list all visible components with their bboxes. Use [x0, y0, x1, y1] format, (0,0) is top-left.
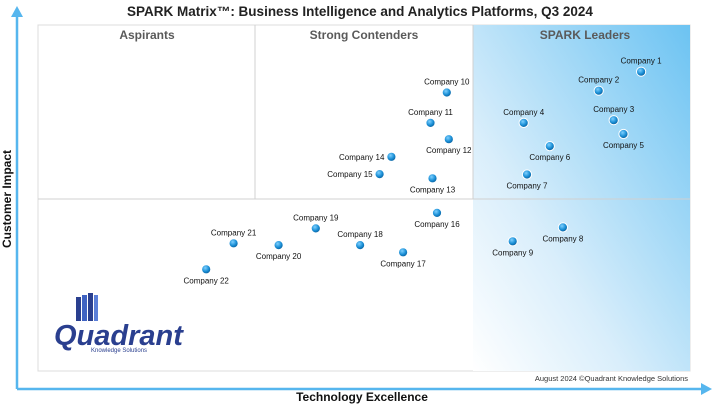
data-point-label: Company 22 [184, 276, 230, 285]
data-point-marker [355, 240, 366, 251]
x-axis-arrowhead [701, 383, 712, 395]
data-point-marker [386, 151, 397, 162]
data-point-marker [398, 247, 409, 258]
data-point-13: Company 13 [410, 173, 456, 194]
data-point-label: Company 16 [414, 220, 460, 229]
data-point-2: Company 2 [578, 76, 620, 96]
data-point-label: Company 21 [211, 228, 257, 237]
book-icon [76, 293, 98, 321]
data-point-marker [310, 223, 321, 234]
logo-wordmark: Quadrant [54, 320, 184, 352]
data-point-marker [593, 85, 604, 96]
data-point-marker [228, 238, 239, 249]
data-point-marker [201, 264, 212, 275]
logo-subtitle: Knowledge Solutions [91, 348, 147, 354]
data-point-3: Company 3 [593, 105, 635, 126]
data-point-5: Company 5 [603, 128, 645, 150]
data-point-marker [507, 236, 518, 247]
data-point-label: Company 10 [424, 78, 470, 87]
data-point-11: Company 11 [408, 108, 453, 129]
data-point-marker [425, 117, 436, 129]
data-point-label: Company 11 [408, 108, 453, 117]
data-point-12: Company 12 [426, 134, 472, 155]
data-point-label: Company 15 [327, 170, 373, 179]
data-point-18: Company 18 [337, 230, 383, 251]
data-point-20: Company 20 [256, 240, 302, 261]
data-points: Company 1 Company 2 Company 3 Company 4 Comp… [184, 57, 663, 286]
data-point-label: Company 6 [529, 153, 570, 162]
data-point-4: Company 4 [503, 108, 545, 129]
data-point-marker [431, 207, 443, 218]
data-point-label: Company 9 [492, 248, 533, 257]
data-point-15: Company 15 [327, 169, 385, 180]
data-point-16: Company 16 [414, 207, 460, 229]
footer-credit: August 2024 ©Quadrant Knowledge Solution… [535, 374, 688, 383]
axes [11, 6, 712, 395]
data-point-marker [441, 87, 452, 98]
quadrant-label-spark-leaders: SPARK Leaders [540, 28, 631, 42]
data-point-label: Company 8 [542, 234, 583, 243]
data-point-marker [374, 169, 385, 180]
data-point-label: Company 2 [578, 76, 619, 85]
data-point-9: Company 9 [492, 236, 534, 257]
data-point-marker [557, 222, 569, 233]
data-point-21: Company 21 [211, 228, 257, 249]
data-point-marker [636, 66, 647, 77]
data-point-19: Company 19 [293, 213, 339, 234]
data-point-label: Company 12 [426, 146, 472, 155]
data-point-8: Company 8 [542, 222, 584, 243]
data-point-marker [521, 169, 533, 180]
data-point-14: Company 14 [339, 151, 397, 162]
chart-title: SPARK Matrix™: Business Intelligence and… [127, 4, 593, 19]
data-point-label: Company 13 [410, 185, 456, 194]
data-point-6: Company 6 [529, 141, 571, 162]
data-point-17: Company 17 [380, 247, 426, 268]
data-point-1: Company 1 [621, 57, 662, 77]
data-point-marker [544, 141, 555, 152]
y-axis-title: Customer Impact [0, 150, 14, 248]
data-point-7: Company 7 [507, 169, 548, 191]
quadrant-label-aspirants: Aspirants [119, 28, 175, 42]
data-point-label: Company 1 [621, 57, 662, 66]
data-point-label: Company 3 [593, 105, 634, 114]
data-point-label: Company 14 [339, 153, 385, 162]
x-axis-title: Technology Excellence [296, 390, 428, 404]
data-point-marker [608, 115, 619, 126]
data-point-label: Company 20 [256, 252, 302, 261]
spark-leaders-region [473, 25, 690, 371]
quadrant-label-strong-contenders: Strong Contenders [310, 28, 419, 42]
data-point-22: Company 22 [184, 264, 230, 285]
data-point-marker [427, 173, 438, 184]
data-point-label: Company 5 [603, 141, 644, 150]
data-point-marker [443, 134, 454, 145]
quadrant-logo: Quadrant Knowledge Solutions [54, 293, 184, 354]
data-point-label: Company 19 [293, 213, 339, 222]
data-point-label: Company 4 [503, 108, 544, 117]
y-axis-arrowhead [11, 6, 23, 17]
data-point-marker [618, 128, 629, 140]
data-point-label: Company 18 [337, 230, 383, 239]
data-point-marker [273, 240, 284, 251]
data-point-label: Company 17 [380, 259, 426, 268]
data-point-marker [518, 117, 529, 129]
data-point-10: Company 10 [424, 78, 470, 98]
data-point-label: Company 7 [507, 182, 548, 191]
